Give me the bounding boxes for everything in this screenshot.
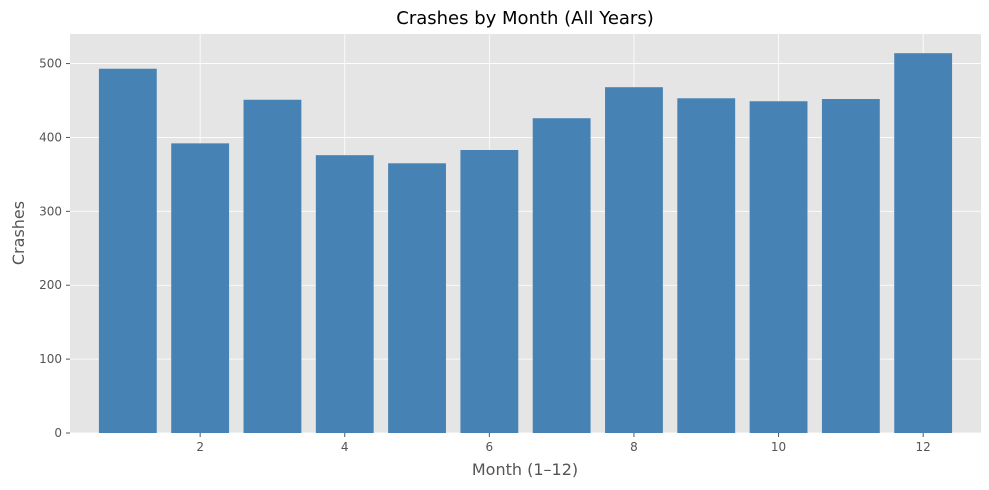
y-tick-label: 500	[39, 57, 62, 71]
y-tick-label: 400	[39, 130, 62, 144]
bar-month-3	[243, 99, 302, 433]
x-tick-label: 8	[630, 440, 638, 454]
y-axis-ticks: 0 100 200 300 400 500	[39, 57, 70, 440]
bar-month-12	[894, 53, 953, 433]
x-tick-label: 2	[196, 440, 204, 454]
bar-month-9	[677, 98, 736, 434]
bars	[98, 53, 953, 434]
bar-month-6	[460, 150, 519, 433]
x-tick-label: 12	[916, 440, 931, 454]
bar-month-2	[171, 143, 230, 433]
bar-month-1	[98, 68, 157, 433]
x-tick-label: 4	[341, 440, 349, 454]
bar-month-7	[532, 118, 591, 433]
y-axis-label: Crashes	[9, 201, 28, 265]
bar-month-5	[388, 163, 446, 434]
y-tick-label: 0	[54, 426, 62, 440]
y-tick-label: 200	[39, 278, 62, 292]
bar-month-11	[821, 99, 880, 434]
bar-month-8	[605, 87, 663, 433]
chart-title: Crashes by Month (All Years)	[396, 8, 653, 29]
bar-month-4	[315, 155, 374, 433]
bar-month-10	[749, 101, 808, 433]
x-tick-label: 6	[486, 440, 494, 454]
x-tick-label: 10	[771, 440, 786, 454]
y-tick-label: 100	[39, 352, 62, 366]
x-axis-ticks: 2 4 6 8 10 12	[196, 433, 931, 454]
y-tick-label: 300	[39, 204, 62, 218]
x-axis-label: Month (1–12)	[472, 460, 578, 479]
